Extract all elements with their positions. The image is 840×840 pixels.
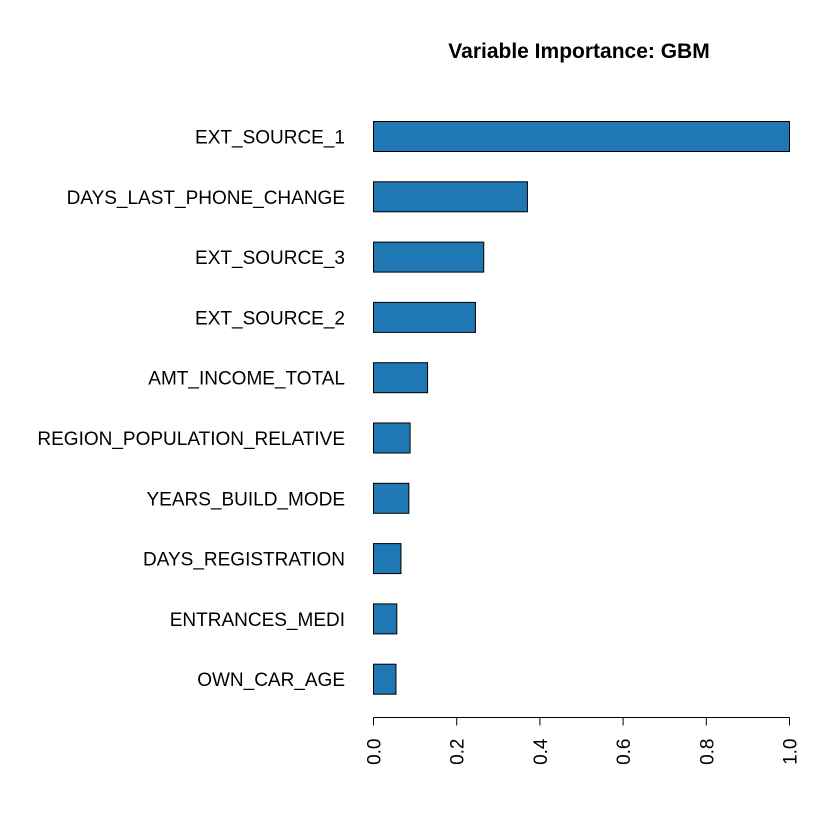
category-label-days-registration: DAYS_REGISTRATION xyxy=(143,550,345,571)
category-label-ext-source-3: EXT_SOURCE_3 xyxy=(195,248,345,269)
category-label-ext-source-2: EXT_SOURCE_2 xyxy=(195,308,345,329)
bars-group xyxy=(373,121,790,695)
bar-own-car-age xyxy=(373,663,397,695)
category-labels-group: EXT_SOURCE_1 DAYS_LAST_PHONE_CHANGE EXT_SO… xyxy=(37,128,345,692)
category-label-days-last-phone-change: DAYS_LAST_PHONE_CHANGE xyxy=(67,188,345,209)
x-tick-label: 0.0 xyxy=(365,739,386,765)
bar-entrances-medi xyxy=(373,603,398,635)
category-label-amt-income-total: AMT_INCOME_TOTAL xyxy=(148,369,345,390)
x-tick-label: 1.0 xyxy=(781,739,802,765)
category-label-years-build-mode: YEARS_BUILD_MODE xyxy=(146,489,345,510)
category-label-region-population-relative: REGION_POPULATION_RELATIVE xyxy=(37,429,345,450)
bar-region-population-relative xyxy=(373,422,411,454)
x-tick-label: 0.6 xyxy=(614,739,635,765)
x-tick-label: 0.2 xyxy=(448,739,469,765)
bar-amt-income-total xyxy=(373,362,429,394)
chart-title: Variable Importance: GBM xyxy=(448,40,709,63)
bar-days-registration xyxy=(373,543,402,575)
x-tick-label: 0.4 xyxy=(531,738,552,765)
bar-ext-source-3 xyxy=(373,241,485,273)
category-label-entrances-medi: ENTRANCES_MEDI xyxy=(170,610,345,631)
category-label-own-car-age: OWN_CAR_AGE xyxy=(197,670,345,691)
category-label-ext-source-1: EXT_SOURCE_1 xyxy=(195,128,345,149)
x-tick-label: 0.8 xyxy=(697,739,718,765)
bar-ext-source-1 xyxy=(373,121,790,152)
bar-days-last-phone-change xyxy=(373,181,528,213)
bar-years-build-mode xyxy=(373,482,410,514)
x-axis: 0.0 0.2 0.4 0.6 0.8 1.0 xyxy=(365,717,802,765)
bar-ext-source-2 xyxy=(373,301,476,333)
